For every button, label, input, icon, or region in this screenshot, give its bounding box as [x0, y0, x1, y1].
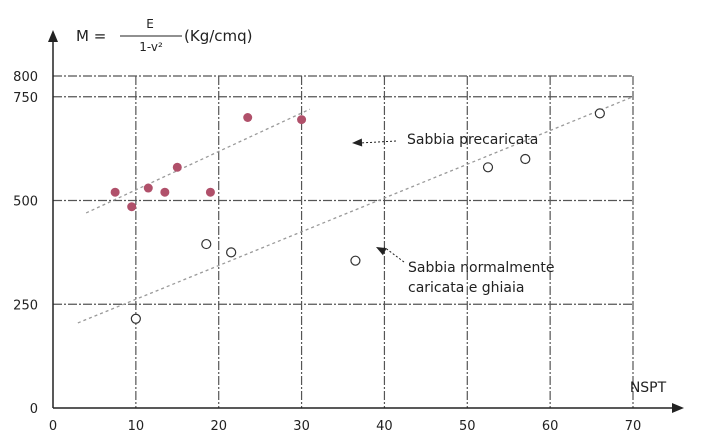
annotation-pointer-1: [383, 246, 405, 263]
y-tick-label: 800: [13, 70, 38, 85]
y-label-denominator: 1-v²: [139, 40, 163, 54]
x-tick-label: 40: [376, 419, 393, 434]
annotation-arrowhead-1: [376, 247, 387, 256]
y-tick-label: 500: [13, 195, 38, 210]
data-point-series-1: [226, 247, 237, 258]
x-tick-label: 20: [210, 419, 227, 434]
data-point-series-0: [160, 187, 170, 197]
grid-lines: [53, 75, 634, 408]
data-point-series-0: [297, 115, 307, 125]
y-tick-label: 250: [13, 298, 38, 313]
annotation-label-1: caricata e ghiaia: [408, 280, 524, 296]
y-tick-label: 750: [13, 91, 38, 106]
data-point-series-0: [205, 187, 215, 197]
x-tick-label: 50: [459, 419, 476, 434]
y-tick-label: 0: [30, 402, 38, 417]
x-tick-label: 10: [128, 419, 145, 434]
data-point-series-1: [482, 162, 494, 173]
annotation-arrowhead-0: [352, 138, 363, 147]
data-point-series-0: [110, 187, 120, 197]
annotation-pointer-0: [359, 140, 397, 144]
data-point-series-1: [594, 108, 605, 119]
data-point-series-0: [127, 202, 137, 212]
x-tick-label: 0: [49, 419, 57, 434]
data-point-series-1: [130, 313, 141, 324]
x-axis-label: NSPT: [630, 380, 667, 396]
x-tick-label: 30: [293, 419, 310, 434]
annotations: Sabbia precaricata Sabbia normalmente cari…: [352, 132, 554, 296]
y-label-numerator: E: [146, 17, 154, 31]
data-point-series-0: [143, 183, 153, 193]
trend-line-1: [77, 96, 634, 324]
y-label-unit: (Kg/cmq): [184, 27, 253, 45]
trend-line-0: [85, 108, 311, 214]
y-label-symbol: M =: [76, 27, 106, 45]
x-axis-arrow: [672, 403, 684, 413]
data-point-series-0: [243, 113, 253, 122]
annotation-label-1: Sabbia normalmente: [408, 260, 554, 276]
trend-lines: [77, 96, 634, 324]
data-point-series-1: [201, 238, 212, 250]
data-point-series-1: [350, 255, 361, 266]
data-point-series-0: [172, 162, 182, 172]
data-point-series-1: [520, 153, 531, 165]
x-tick-label: 70: [625, 419, 642, 434]
axes: [48, 30, 684, 413]
y-axis-arrow: [48, 30, 58, 42]
annotation-label-0: Sabbia precaricata: [407, 132, 538, 148]
y-axis-label: M = E 1-v² (Kg/cmq): [76, 17, 253, 54]
x-tick-label: 60: [542, 419, 559, 434]
data-points: [110, 108, 605, 324]
tick-labels: 0 10 20 30 40 50 60 70 0 250 500 750 800: [13, 70, 641, 434]
